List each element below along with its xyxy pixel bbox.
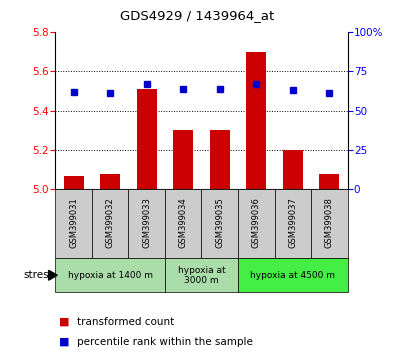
Text: ■: ■ [59, 337, 70, 347]
Text: GSM399032: GSM399032 [105, 197, 115, 248]
Bar [275, 189, 311, 258]
Bar [173, 130, 193, 189]
Bar [92, 189, 128, 258]
Bar [319, 173, 339, 189]
Bar [238, 189, 275, 258]
Bar [238, 258, 348, 292]
Bar [64, 176, 84, 189]
Text: GSM399038: GSM399038 [325, 197, 334, 248]
Bar [55, 258, 165, 292]
Bar [210, 130, 230, 189]
Bar [311, 189, 348, 258]
Text: hypoxia at 4500 m: hypoxia at 4500 m [250, 271, 335, 280]
Text: transformed count: transformed count [77, 317, 174, 327]
Text: GDS4929 / 1439964_at: GDS4929 / 1439964_at [120, 9, 275, 22]
Bar [165, 258, 238, 292]
Bar [283, 150, 303, 189]
Bar [55, 189, 92, 258]
Text: GSM399036: GSM399036 [252, 197, 261, 248]
Text: hypoxia at
3000 m: hypoxia at 3000 m [178, 266, 225, 285]
Bar [100, 173, 120, 189]
Text: percentile rank within the sample: percentile rank within the sample [77, 337, 253, 347]
Bar [246, 52, 266, 189]
Bar [165, 189, 201, 258]
Bar [201, 189, 238, 258]
Text: ■: ■ [59, 317, 70, 327]
Text: GSM399031: GSM399031 [69, 197, 78, 248]
Text: GSM399033: GSM399033 [142, 197, 151, 248]
Polygon shape [49, 270, 57, 280]
Bar [137, 89, 157, 189]
Text: GSM399035: GSM399035 [215, 197, 224, 248]
Text: GSM399034: GSM399034 [179, 197, 188, 248]
Text: hypoxia at 1400 m: hypoxia at 1400 m [68, 271, 152, 280]
Bar [128, 189, 165, 258]
Text: stress: stress [24, 270, 55, 280]
Text: GSM399037: GSM399037 [288, 197, 297, 248]
